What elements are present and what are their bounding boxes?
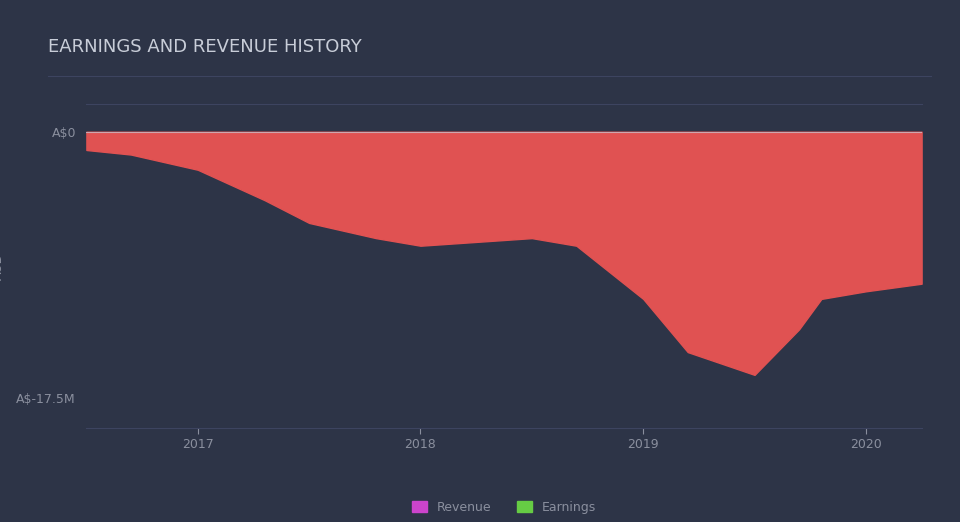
Y-axis label: AUD: AUD — [0, 253, 5, 280]
Legend: Revenue, Earnings: Revenue, Earnings — [407, 496, 601, 519]
Text: EARNINGS AND REVENUE HISTORY: EARNINGS AND REVENUE HISTORY — [48, 38, 362, 56]
